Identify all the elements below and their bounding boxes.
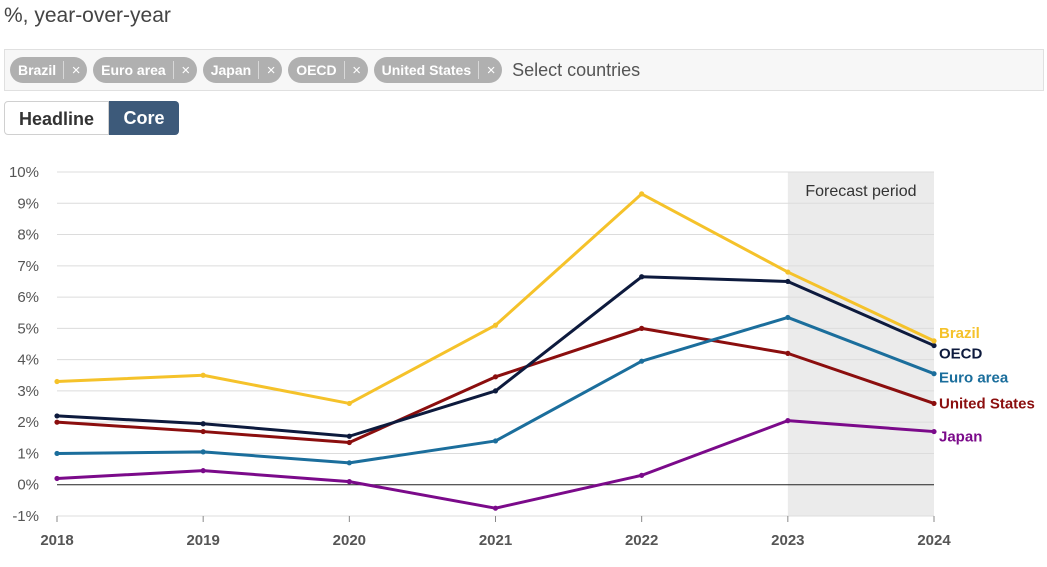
- country-filter[interactable]: Brazil × Euro area × Japan × OECD × United State…: [4, 49, 1044, 91]
- chart-subtitle: %, year-over-year: [4, 4, 171, 27]
- legend-label-united-states: United States: [939, 395, 1035, 412]
- legend-label-japan: Japan: [939, 429, 982, 446]
- data-point-united-states: [639, 325, 645, 331]
- data-point-euro-area: [785, 314, 791, 321]
- series-oecd: [54, 274, 937, 439]
- chip-divider: [343, 61, 345, 79]
- y-tick-label: 7%: [17, 258, 39, 275]
- country-chip-euro-area: Euro area ×: [93, 57, 197, 83]
- remove-chip-icon[interactable]: ×: [71, 61, 81, 79]
- data-point-brazil: [785, 269, 791, 275]
- measure-toggle: Headline Core: [4, 101, 179, 135]
- data-point-brazil: [931, 338, 937, 344]
- y-tick-label: 6%: [17, 289, 39, 306]
- y-tick-label: 2%: [17, 414, 39, 431]
- y-tick-label: 0%: [17, 477, 39, 494]
- headline-button[interactable]: Headline: [4, 101, 109, 135]
- series-united-states: [54, 325, 937, 446]
- data-point-united-states: [346, 439, 352, 446]
- data-point-japan: [492, 505, 499, 511]
- data-point-brazil: [639, 191, 645, 197]
- data-point-japan: [639, 472, 645, 478]
- data-point-euro-area: [639, 358, 645, 364]
- y-tick-label: 10%: [9, 164, 39, 181]
- forecast-label: Forecast period: [805, 183, 916, 200]
- x-tick-label: 2020: [333, 532, 366, 549]
- x-tick-label: 2022: [625, 532, 658, 549]
- series-brazil: [54, 191, 937, 407]
- chip-divider: [258, 61, 260, 79]
- y-tick-label: 4%: [17, 352, 39, 369]
- data-point-oecd: [200, 421, 206, 427]
- x-tick-label: 2018: [40, 532, 73, 549]
- chip-label: Brazil: [18, 62, 57, 78]
- country-chip-oecd: OECD ×: [288, 57, 368, 83]
- data-point-united-states: [54, 419, 60, 425]
- data-point-euro-area: [492, 438, 499, 444]
- chip-divider: [63, 61, 65, 79]
- x-tick-label: 2019: [186, 532, 219, 549]
- country-chips: Brazil × Euro area × Japan × OECD × United State…: [10, 57, 640, 83]
- remove-chip-icon[interactable]: ×: [486, 61, 496, 79]
- data-point-oecd: [54, 413, 60, 419]
- chip-label: United States: [381, 62, 472, 78]
- data-point-brazil: [200, 372, 206, 378]
- x-tick-label: 2024: [917, 532, 951, 549]
- chip-divider: [172, 61, 174, 79]
- country-chip-brazil: Brazil ×: [10, 57, 88, 83]
- y-tick-label: 8%: [17, 227, 39, 244]
- data-point-oecd: [346, 433, 352, 439]
- legend-label-oecd: OECD: [939, 346, 983, 363]
- data-point-oecd: [639, 274, 645, 280]
- country-chip-united-states: United States ×: [373, 57, 503, 83]
- data-point-euro-area: [54, 450, 60, 457]
- inflation-line-chart: Forecast period -1% 0% 1% 2% 3% 4% 5% 6% 7% 8% 9% 10…: [9, 164, 1035, 549]
- data-point-japan: [54, 475, 60, 482]
- chip-divider: [478, 61, 480, 79]
- remove-chip-icon[interactable]: ×: [181, 61, 191, 79]
- country-chip-japan: Japan ×: [202, 57, 283, 83]
- country-search-input[interactable]: Select countries: [512, 59, 641, 80]
- data-point-euro-area: [200, 449, 206, 455]
- y-tick-label: 5%: [17, 320, 39, 337]
- data-point-japan: [346, 479, 352, 485]
- data-point-united-states: [931, 400, 937, 407]
- data-point-brazil: [492, 322, 499, 328]
- y-tick-label: 3%: [17, 383, 39, 400]
- data-point-japan: [200, 468, 206, 474]
- series-japan: [54, 418, 937, 511]
- data-point-japan: [931, 428, 937, 435]
- remove-chip-icon[interactable]: ×: [266, 61, 276, 79]
- data-point-united-states: [200, 428, 206, 435]
- data-point-euro-area: [931, 371, 937, 377]
- series-euro-area: [54, 314, 937, 466]
- data-point-oecd: [492, 388, 499, 394]
- x-tick-label: 2021: [479, 532, 512, 549]
- data-point-brazil: [346, 400, 352, 407]
- x-tick-label: 2023: [771, 532, 804, 549]
- chip-label: Euro area: [101, 62, 166, 78]
- y-tick-label: -1%: [12, 508, 39, 525]
- legend-label-brazil: Brazil: [939, 325, 980, 342]
- core-button[interactable]: Core: [109, 101, 179, 135]
- data-point-euro-area: [346, 460, 352, 466]
- remove-chip-icon[interactable]: ×: [352, 61, 362, 79]
- data-point-oecd: [931, 342, 937, 349]
- chip-label: Japan: [210, 62, 252, 78]
- data-point-japan: [785, 418, 791, 424]
- data-point-united-states: [492, 374, 499, 380]
- y-tick-label: 9%: [17, 195, 39, 212]
- legend-label-euro-area: Euro area: [939, 370, 1009, 387]
- data-point-united-states: [785, 350, 791, 356]
- chip-label: OECD: [296, 62, 337, 78]
- data-point-brazil: [54, 378, 60, 385]
- data-point-oecd: [785, 278, 791, 285]
- y-tick-label: 1%: [17, 445, 39, 462]
